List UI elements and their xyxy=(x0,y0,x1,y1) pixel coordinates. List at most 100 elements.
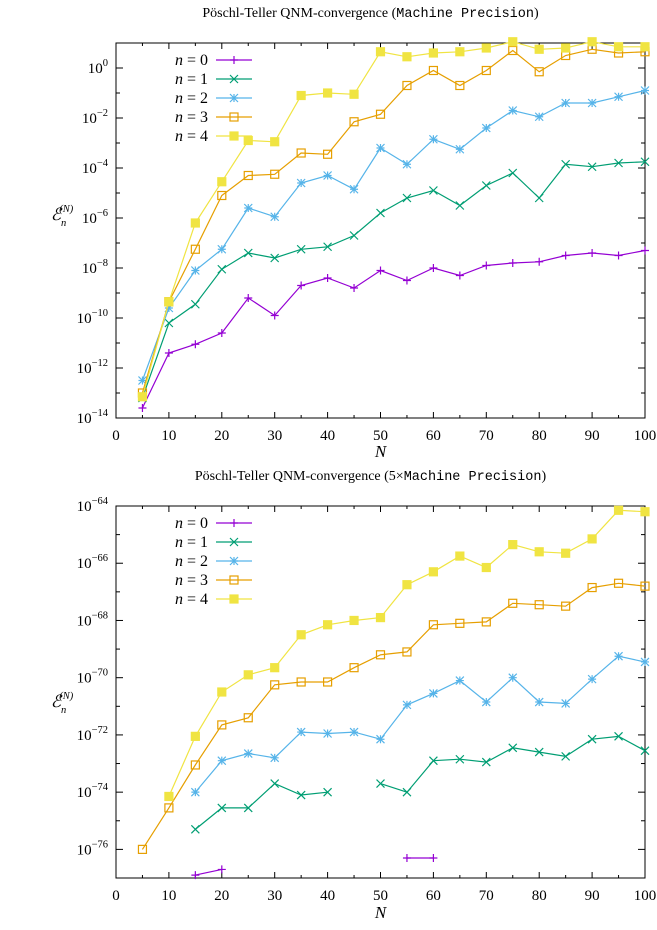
data-point xyxy=(217,244,227,254)
data-point xyxy=(217,264,227,274)
data-point xyxy=(561,159,571,169)
data-point xyxy=(296,630,306,640)
data-point xyxy=(323,677,333,687)
data-point xyxy=(428,567,438,577)
y-tick-label: 10−12 xyxy=(77,358,108,377)
x-tick-label: 30 xyxy=(267,428,282,444)
data-point xyxy=(614,158,623,168)
series-line xyxy=(141,48,646,394)
data-point xyxy=(217,329,226,337)
legend-label-n4: n = 4 xyxy=(175,128,208,145)
series-line xyxy=(168,509,646,797)
legend-marker xyxy=(229,594,239,604)
data-point xyxy=(508,673,518,683)
data-point xyxy=(190,244,200,254)
x-tick-label: 20 xyxy=(214,888,229,904)
data-point xyxy=(270,779,280,788)
data-point xyxy=(402,700,412,710)
data-point xyxy=(190,731,200,741)
legend-marker xyxy=(229,112,239,122)
series-line xyxy=(194,782,328,830)
data-point xyxy=(296,244,306,254)
data-point xyxy=(217,865,226,874)
data-point xyxy=(534,67,544,77)
series-n2 xyxy=(190,651,650,797)
data-point xyxy=(428,48,438,58)
y-tick-label: 10−68 xyxy=(77,610,108,629)
data-point xyxy=(217,756,227,766)
data-point xyxy=(534,44,544,54)
data-point xyxy=(587,674,597,684)
data-point xyxy=(375,650,386,660)
data-point xyxy=(190,266,200,275)
data-point xyxy=(481,65,491,76)
data-point xyxy=(534,697,544,707)
series-n0 xyxy=(191,853,438,880)
data-point xyxy=(349,89,359,99)
data-point xyxy=(243,248,253,258)
data-point xyxy=(243,713,253,723)
x-tick-label: 70 xyxy=(479,428,494,444)
data-point xyxy=(508,168,518,178)
data-point xyxy=(534,193,544,203)
legend-marker xyxy=(229,556,239,566)
data-point xyxy=(587,734,597,744)
data-point xyxy=(402,193,412,203)
data-point xyxy=(270,253,280,263)
data-point xyxy=(640,657,650,667)
data-point xyxy=(561,699,571,708)
legend-label-n2: n = 2 xyxy=(175,90,208,107)
legend-marker xyxy=(229,93,239,103)
data-point xyxy=(428,65,438,76)
data-point xyxy=(428,689,438,698)
data-point xyxy=(402,647,412,657)
data-point xyxy=(640,507,650,517)
legend-label-n3: n = 3 xyxy=(175,572,208,589)
data-point xyxy=(481,43,491,53)
data-point xyxy=(481,697,491,707)
y-tick-label: 10−8 xyxy=(82,258,108,277)
y-tick-label: 100 xyxy=(88,58,108,77)
data-point xyxy=(428,186,438,195)
x-tick-label: 10 xyxy=(161,428,176,444)
data-point xyxy=(217,720,227,730)
data-point xyxy=(376,779,385,788)
data-point xyxy=(455,618,465,628)
data-point xyxy=(217,177,227,187)
x-tick-label: 100 xyxy=(634,428,657,444)
y-tick-label: 10−10 xyxy=(77,308,108,327)
data-point xyxy=(402,52,412,62)
legend-label-n4: n = 4 xyxy=(175,591,208,608)
data-point xyxy=(164,318,174,328)
series-n3 xyxy=(137,44,650,398)
data-point xyxy=(243,749,253,758)
x-tick-label: 60 xyxy=(426,428,441,444)
data-point xyxy=(561,751,571,761)
data-point xyxy=(481,617,491,627)
x-tick-label: 10 xyxy=(161,888,176,904)
data-point xyxy=(587,534,597,544)
data-point xyxy=(349,615,359,626)
data-point xyxy=(455,551,465,561)
data-point xyxy=(561,548,571,558)
series-line xyxy=(195,868,222,876)
x-tick-label: 50 xyxy=(373,428,388,444)
data-point xyxy=(535,257,544,266)
data-point xyxy=(323,787,333,797)
data-point xyxy=(640,581,650,591)
data-point xyxy=(534,112,544,122)
data-point xyxy=(244,294,253,302)
data-point xyxy=(375,109,386,119)
data-point xyxy=(323,171,333,180)
legend-marker xyxy=(229,74,239,84)
data-point xyxy=(243,203,253,213)
legend-label-n3: n = 3 xyxy=(175,109,208,126)
data-point xyxy=(323,620,333,630)
data-point xyxy=(640,86,650,95)
x-tick-label: 40 xyxy=(320,428,335,444)
data-point xyxy=(349,727,359,737)
series-line xyxy=(141,249,646,409)
chart-title-1: Pöschl-Teller QNM-convergence (Machine P… xyxy=(202,6,539,22)
x-tick-label: 90 xyxy=(585,428,600,444)
